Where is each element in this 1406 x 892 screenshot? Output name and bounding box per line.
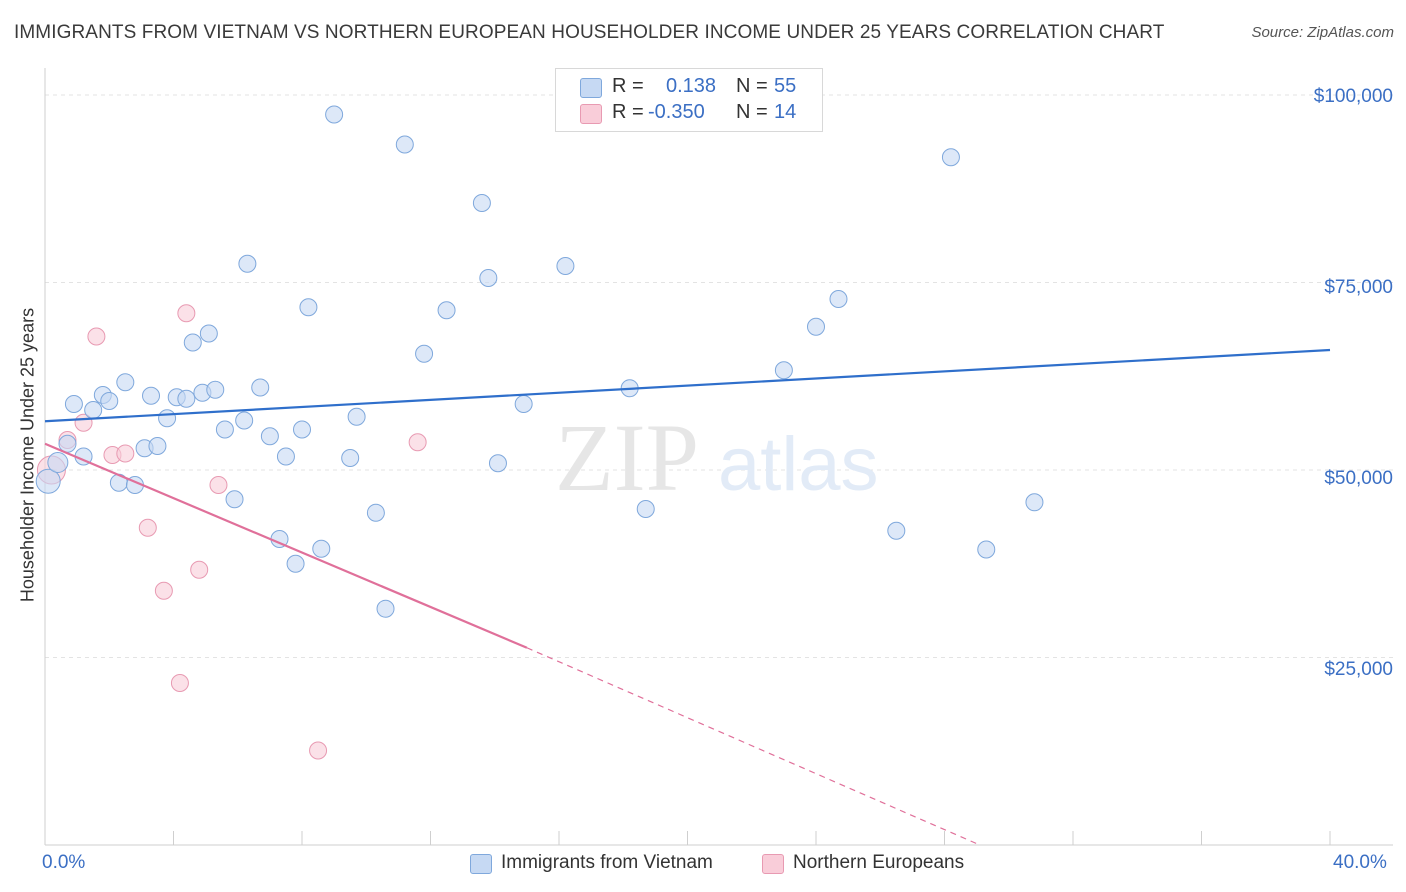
- point-vietnam: [829, 290, 848, 308]
- point-northern-europeans: [177, 304, 196, 323]
- x-tick-marks: [44, 831, 1331, 845]
- point-vietnam: [215, 420, 234, 439]
- legend-swatch-vietnam: [470, 854, 492, 874]
- point-vietnam: [556, 257, 575, 275]
- point-vietnam: [142, 386, 161, 405]
- point-vietnam: [325, 105, 344, 124]
- point-vietnam: [312, 539, 331, 558]
- point-vietnam: [472, 194, 491, 212]
- point-vietnam: [225, 490, 244, 509]
- legend-item-vietnam[interactable]: Immigrants from Vietnam: [470, 852, 713, 874]
- stats-r-value: -0.350: [648, 101, 705, 123]
- point-vietnam: [276, 447, 295, 466]
- series-northern-europeans-points: [36, 304, 427, 760]
- point-vietnam: [341, 449, 360, 467]
- point-northern-europeans: [170, 674, 189, 692]
- point-vietnam: [158, 409, 177, 428]
- point-vietnam: [35, 468, 61, 494]
- trend-lines: [44, 348, 1331, 846]
- point-vietnam: [488, 454, 507, 473]
- y-tick-label-100000: $100,000: [1313, 86, 1393, 107]
- x-tick-label-max: 40.0%: [1333, 852, 1387, 873]
- point-vietnam: [941, 148, 960, 167]
- stats-n-label: N =: [736, 75, 768, 97]
- legend-swatch-northern-europeans: [762, 854, 784, 874]
- point-vietnam: [376, 599, 395, 618]
- legend-label-vietnam: Immigrants from Vietnam: [501, 852, 713, 873]
- stats-n-value: 55: [774, 75, 797, 97]
- point-vietnam: [177, 389, 196, 408]
- point-northern-europeans: [138, 518, 157, 537]
- point-vietnam: [251, 378, 270, 397]
- trendline-northern-europeans-extension: [526, 647, 981, 846]
- point-northern-europeans: [408, 433, 427, 452]
- watermark-zip: ZIP: [555, 404, 699, 511]
- point-vietnam: [148, 437, 167, 455]
- stats-r-label: R =: [612, 75, 644, 97]
- point-vietnam: [887, 521, 906, 540]
- point-vietnam: [366, 503, 385, 522]
- point-northern-europeans: [87, 327, 106, 346]
- watermark-atlas: atlas: [718, 422, 879, 507]
- stats-row-northern-europeans: R = -0.350 N = 14: [556, 101, 822, 127]
- legend-label-northern-europeans: Northern Europeans: [793, 852, 965, 873]
- point-vietnam: [1025, 493, 1044, 512]
- stats-box: R = 0.138 N = 55 R = -0.350 N = 14: [555, 68, 823, 132]
- point-vietnam: [347, 407, 366, 426]
- stats-swatch-vietnam: [580, 78, 602, 98]
- point-vietnam: [415, 344, 434, 363]
- point-vietnam: [807, 317, 825, 336]
- point-vietnam: [286, 554, 305, 573]
- point-vietnam: [116, 373, 135, 392]
- point-vietnam: [395, 135, 414, 154]
- point-vietnam: [64, 395, 83, 413]
- point-vietnam: [206, 380, 225, 399]
- point-vietnam: [235, 411, 254, 430]
- chart-title: IMMIGRANTS FROM VIETNAM VS NORTHERN EURO…: [14, 22, 1165, 43]
- stats-r-value: 0.138: [666, 75, 717, 97]
- point-vietnam: [199, 324, 218, 343]
- series-vietnam-points: [35, 105, 1044, 618]
- point-vietnam: [299, 298, 318, 317]
- point-vietnam: [238, 254, 257, 273]
- source-label: Source: ZipAtlas.com: [1251, 24, 1394, 41]
- trendline-northern-europeans: [44, 442, 528, 649]
- point-vietnam: [84, 401, 103, 419]
- point-vietnam: [514, 395, 533, 413]
- point-vietnam: [774, 361, 793, 380]
- gridlines: [45, 94, 1393, 658]
- stats-n-value: 14: [774, 101, 797, 123]
- y-tick-label-50000: $50,000: [1324, 468, 1393, 489]
- point-vietnam: [636, 500, 655, 518]
- stats-swatch-northern-europeans: [580, 104, 602, 124]
- y-axis-label: Householder Income Under 25 years: [17, 307, 38, 603]
- point-northern-europeans: [190, 560, 209, 579]
- legend-item-northern-europeans[interactable]: Northern Europeans: [762, 852, 964, 874]
- trendline-vietnam: [44, 348, 1331, 423]
- point-vietnam: [293, 420, 311, 439]
- stats-n-label: N =: [736, 101, 768, 123]
- y-tick-label-25000: $25,000: [1324, 659, 1393, 680]
- watermark: ZIP atlas: [555, 404, 879, 511]
- point-northern-europeans: [309, 741, 328, 760]
- point-vietnam: [47, 452, 69, 473]
- axes: [44, 68, 1393, 846]
- x-tick-label-min: 0.0%: [42, 852, 86, 873]
- point-vietnam: [479, 269, 498, 287]
- point-northern-europeans: [209, 476, 228, 494]
- point-northern-europeans: [116, 444, 135, 463]
- point-vietnam: [100, 392, 119, 410]
- stats-row-vietnam: R = 0.138 N = 55: [556, 75, 822, 101]
- point-vietnam: [437, 301, 456, 320]
- point-vietnam: [183, 333, 202, 352]
- y-tick-label-75000: $75,000: [1324, 277, 1393, 298]
- point-vietnam: [977, 540, 996, 559]
- stats-r-label: R =: [612, 101, 644, 123]
- point-vietnam: [260, 427, 279, 446]
- point-northern-europeans: [154, 581, 173, 600]
